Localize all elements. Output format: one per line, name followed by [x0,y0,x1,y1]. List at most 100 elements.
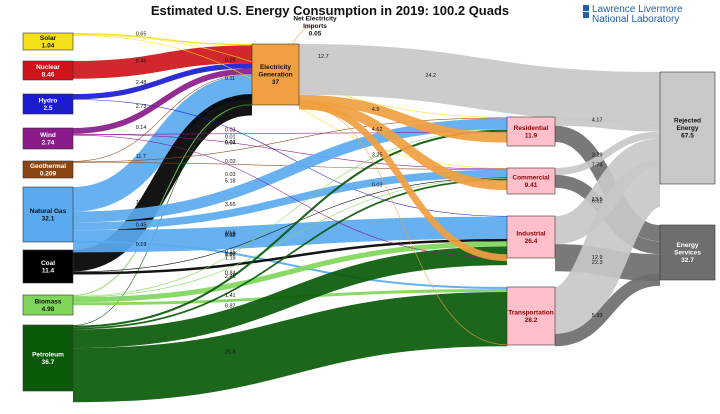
flow-natural_gas-to-industrial [72,216,508,253]
flow-petroleum-to-commercial [72,178,508,330]
node-name-electricity: Electricity [260,64,291,71]
node-box-electricity [251,43,300,106]
flow-label-biomass-to-industrial: 2.45 [225,274,236,280]
node-name-solar: Solar [40,35,57,42]
node-box-wind [22,127,74,150]
flow-geothermal-to-residential [72,117,508,163]
flow-coal-to-electricity [72,93,253,272]
node-value-natural-gas: 32.1 [42,215,55,222]
flow-label-biomass-to-residential: 0.15 [225,232,236,238]
node-box-industrial [506,215,556,259]
flow-label-residential-to-services: 7.74 [592,163,603,169]
node-box-rejected [659,71,716,185]
flow-electricity-to-rejected [298,44,661,123]
logo-mark-icon [583,12,589,18]
flow-biomass-to-industrial [72,241,508,303]
brand-logo: Lawrence Livermore National Laboratory [583,4,683,25]
flow-label-geothermal-to-commercial: 0.02 [225,159,236,165]
flow-coal-to-commercial [72,177,508,273]
flow-biomass-to-electricity [72,104,253,296]
node-box-services [659,224,716,281]
node-box-petroleum [22,324,74,392]
flow-label-transportation-to-rejected: 22.3 [592,260,603,266]
flow-petroleum-to-industrial [72,246,508,349]
flow-label-electricity-to-transportation: 0.03 [372,183,383,189]
brand-line2: National Laboratory [592,14,679,25]
node-name-residential: Residential [514,125,549,132]
flow-label-layer: 0.65 8.46 2.48 2.73 0.14 11.7 10.2 0.45 0.19 0.28… [136,32,603,356]
node-name-rejected: Rejected [674,118,701,125]
node-value-coal: 11.4 [42,267,55,274]
node-value-solar: 1.04 [42,42,55,49]
flow-transportation-to-rejected [551,160,664,334]
flow-wind-to-electricity [72,68,253,134]
flow-label-natural_gas-to-industrial: 10.6 [225,231,236,237]
node-value-transportation: 28.2 [525,317,538,324]
flow-label-geothermal-to-electricity: 0.14 [136,125,147,131]
node-name-petroleum: Petroleum [32,351,64,358]
flow-label-petroleum-to-transportation: 25.8 [225,350,236,356]
flow-natural_gas-to-commercial [72,169,508,231]
node-value-biomass: 4.98 [42,306,55,313]
flow-label-wind-to-electricity: 2.73 [136,104,147,110]
flow-label-natural_gas-to-commercial: 3.65 [225,202,236,208]
node-name-geothermal: Geothermal [30,163,66,170]
flow-nuclear-to-electricity [72,45,253,79]
flow-label-natural_gas-to-electricity: 11.7 [136,154,146,160]
node-box-solar [22,32,74,51]
node-value-geothermal: 0.209 [40,170,57,177]
flow-label-hydro-to-industrial: 0.01 [225,134,236,140]
flow-label-transportation-to-services: 5.93 [592,313,603,319]
flow-label-petroleum-to-commercial: 0.84 [225,270,236,276]
node-value-services: 32.7 [681,257,694,264]
flow-label-commercial-to-rejected: 3.29 [592,153,603,159]
node-box-biomass [22,294,74,316]
node-box-geothermal [22,160,74,179]
logo-mark-icon [583,5,589,11]
node-box-natural-gas [22,186,74,243]
flow-petroleum-to-transportation [72,292,508,403]
flow-electricity-to-residential [298,94,508,143]
flow-label-biomass-to-commercial: 0.15 [225,249,236,255]
node-value-commercial: 9.41 [525,182,538,189]
node-box-coal [22,249,74,284]
node-name-rejected: Energy [676,125,698,132]
node-value-rejected: 67.5 [681,133,694,140]
node-name-services: Energy [676,242,698,249]
flow-commercial-to-rejected [554,131,661,175]
flow-label-residential-to-rejected: 4.17 [592,117,603,123]
node-name-hydro: Hydro [39,97,58,104]
flow-label-electricity-to-commercial: 4.62 [372,127,383,133]
node-box-nuclear [22,60,74,81]
flow-label-coal-to-industrial: 1.19 [225,256,236,262]
flow-label-petroleum-to-electricity: 0.19 [136,242,147,248]
node-value-imports: 0.05 [309,31,322,38]
page-title: Estimated U.S. Energy Consumption in 201… [151,3,509,18]
flow-label-solar-to-electricity: 0.65 [136,32,147,38]
flow-geothermal-to-electricity [72,74,253,162]
flow-hydro-to-industrial [72,99,508,217]
flow-label-petroleum-to-industrial: 8.87 [225,304,236,310]
flow-label-electricity-to-industrial: 3.25 [372,152,383,158]
node-name-services: Services [674,250,701,257]
node-name-commercial: Commercial [512,174,549,181]
flow-industrial-to-rejected [553,138,662,245]
flow-label-electricity-to-rejected: 24.2 [425,73,436,79]
flow-label-solar-to-residential: 0.28 [225,58,236,64]
flow-coal-to-industrial [72,238,508,275]
node-name-wind: Wind [40,132,56,139]
flow-label-nuclear-to-electricity: 8.46 [136,58,147,64]
flow-label-wind-to-commercial: 0.01 [225,140,236,146]
flow-natural_gas-to-transportation [72,240,508,290]
